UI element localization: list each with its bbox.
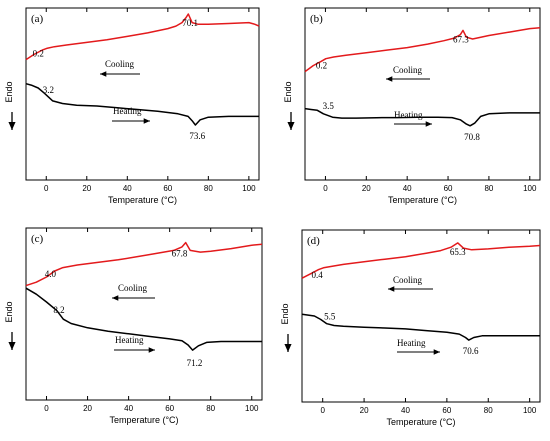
plot-frame <box>25 227 263 401</box>
panel-label: (b) <box>310 13 323 25</box>
chart-panel: (d) 0 20 40 60 80 100 Temperature (°C) Endo 0.4 65… <box>280 229 541 427</box>
data-label: 8.2 <box>53 305 64 315</box>
heating-curve <box>304 107 540 127</box>
y-axis-label: Endo <box>4 301 14 322</box>
x-axis-label: Temperature (°C) <box>109 415 178 425</box>
x-tick-label: 100 <box>523 184 537 193</box>
panel-label: (d) <box>307 235 320 247</box>
x-tick-label: 60 <box>442 406 451 415</box>
x-tick-label: 40 <box>403 184 412 193</box>
cooling-label: Cooling <box>393 65 423 75</box>
x-tick-label: 0 <box>44 404 49 413</box>
data-label: 5.5 <box>324 311 336 321</box>
heating-label: Heating <box>113 106 142 116</box>
x-tick-label: 40 <box>124 404 133 413</box>
cooling-label: Cooling <box>118 283 148 293</box>
x-tick-label: 60 <box>165 404 174 413</box>
data-label: 70.8 <box>464 132 480 142</box>
y-axis-label: Endo <box>4 81 14 102</box>
x-tick-label: 0 <box>44 184 49 193</box>
cooling-curve <box>304 27 541 73</box>
data-label: 73.6 <box>189 131 205 141</box>
x-tick-label: 80 <box>484 406 493 415</box>
plot-frame <box>304 7 541 181</box>
x-axis-label: Temperature (°C) <box>386 417 455 427</box>
plot-frame <box>25 7 260 181</box>
x-axis-label: Temperature (°C) <box>108 195 177 205</box>
heating-label: Heating <box>394 110 423 120</box>
chart-panel: (c) 0 20 40 60 80 100 Temperature (°C) Endo 4.0 67… <box>4 227 263 425</box>
heating-curve <box>25 287 262 351</box>
x-tick-label: 20 <box>83 404 92 413</box>
data-label: 67.3 <box>453 34 469 44</box>
data-label: 3.2 <box>43 85 54 95</box>
x-tick-label: 0 <box>323 184 328 193</box>
x-tick-label: 60 <box>444 184 453 193</box>
cooling-curve <box>25 13 260 61</box>
data-label: 65.3 <box>450 247 466 257</box>
plot-frame <box>301 229 541 403</box>
data-label: 67.8 <box>172 249 188 259</box>
y-axis-label: Endo <box>283 81 293 102</box>
data-label: 4.0 <box>45 269 57 279</box>
panel-label: (a) <box>31 13 44 25</box>
cooling-label: Cooling <box>393 275 423 285</box>
heating-label: Heating <box>397 338 426 348</box>
x-tick-label: 40 <box>401 406 410 415</box>
x-tick-label: 20 <box>362 184 371 193</box>
x-axis-label: Temperature (°C) <box>388 195 457 205</box>
chart-panel: (b) 0 20 40 60 80 100 Temperature (°C) Endo 0.2 67… <box>283 7 541 205</box>
x-tick-label: 100 <box>523 406 537 415</box>
data-label: 3.5 <box>323 101 335 111</box>
x-tick-label: 80 <box>484 184 493 193</box>
x-tick-label: 60 <box>163 184 172 193</box>
data-label: 0.4 <box>312 270 324 280</box>
x-tick-label: 80 <box>204 184 213 193</box>
chart-panel: (a) 0 20 40 60 80 100 Temperature (°C) Endo 0.2 70… <box>4 7 260 205</box>
data-label: 71.2 <box>187 358 203 368</box>
data-label: 0.2 <box>316 61 327 71</box>
x-tick-label: 20 <box>360 406 369 415</box>
cooling-curve <box>301 242 541 279</box>
cooling-label: Cooling <box>105 59 135 69</box>
panel-label: (c) <box>31 233 44 245</box>
y-axis-label: Endo <box>280 303 290 324</box>
heating-curve <box>25 82 259 126</box>
x-tick-label: 20 <box>82 184 91 193</box>
x-tick-label: 100 <box>242 184 256 193</box>
data-label: 0.2 <box>33 48 44 58</box>
x-tick-label: 80 <box>206 404 215 413</box>
data-label: 70.1 <box>182 18 198 28</box>
heating-label: Heating <box>115 335 144 345</box>
x-tick-label: 0 <box>320 406 325 415</box>
x-tick-label: 100 <box>245 404 259 413</box>
x-tick-label: 40 <box>123 184 132 193</box>
data-label: 70.6 <box>463 346 479 356</box>
cooling-curve <box>25 241 263 287</box>
heating-curve <box>301 313 540 341</box>
